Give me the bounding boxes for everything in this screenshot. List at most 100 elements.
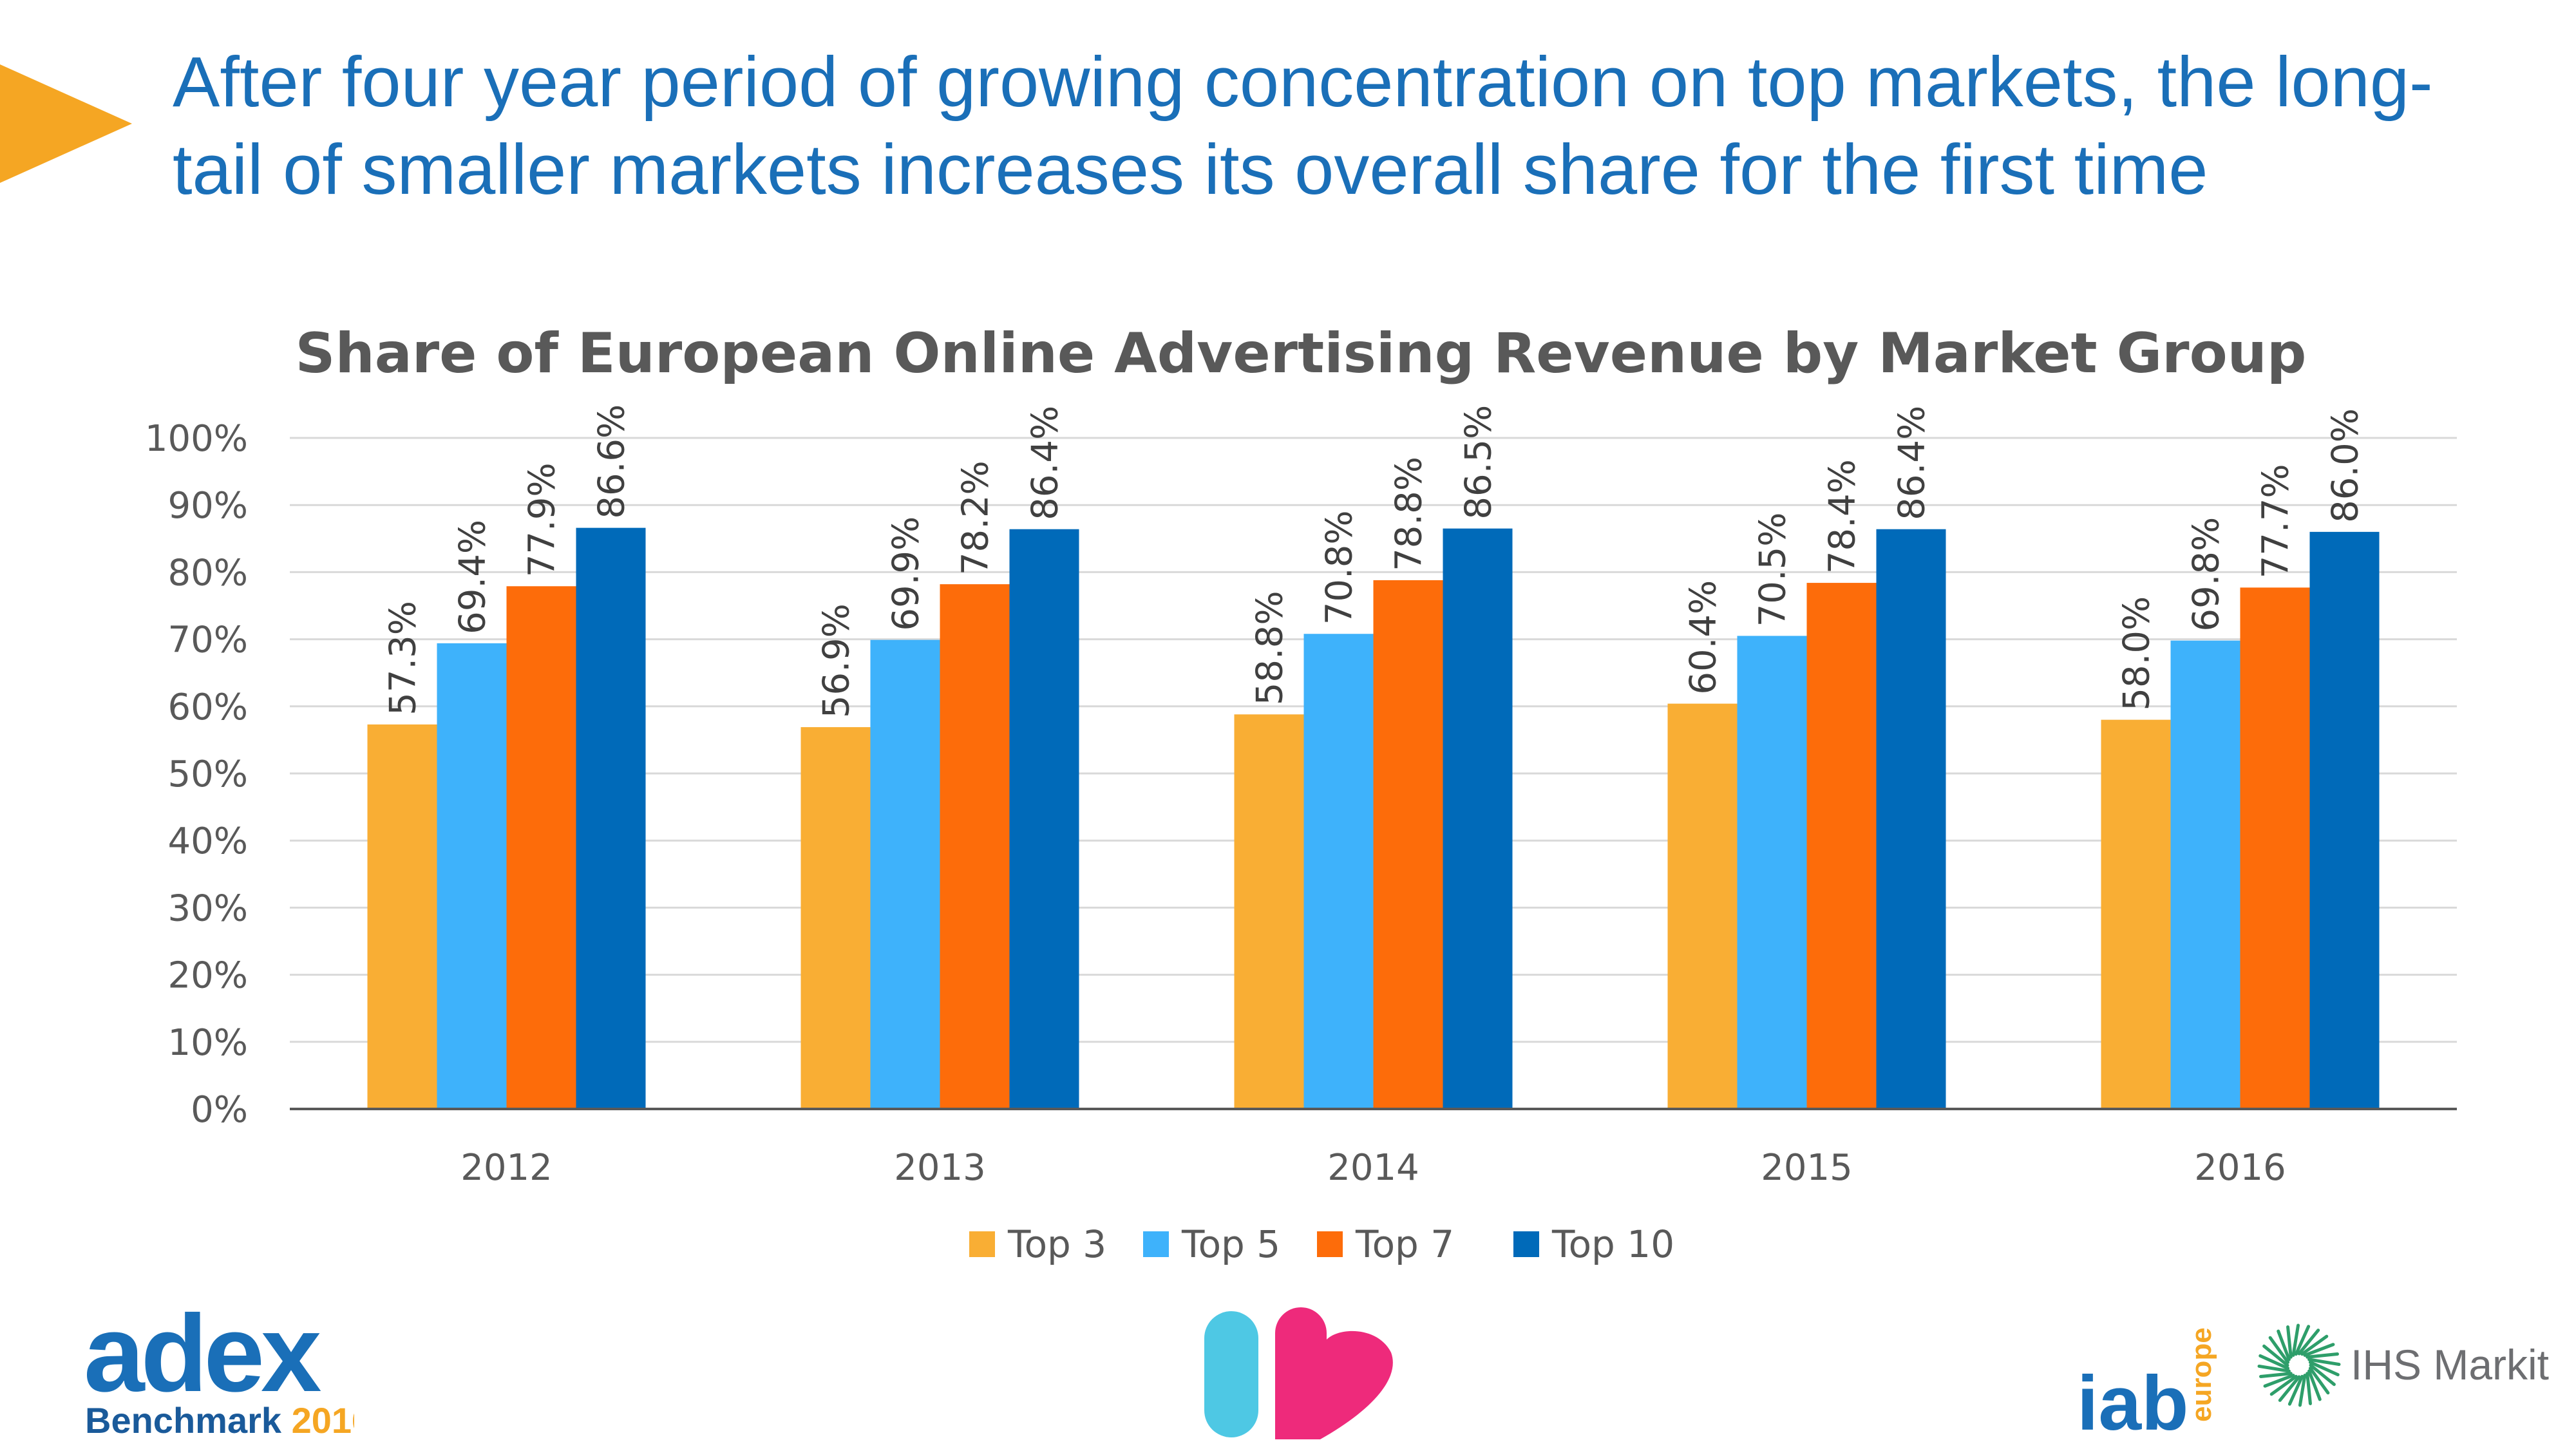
globe-stroke xyxy=(2307,1358,2341,1367)
legend-swatch xyxy=(1143,1231,1169,1257)
data-label: 78.2% xyxy=(955,460,997,575)
y-tick-label: 10% xyxy=(168,1022,248,1064)
x-tick-label: 2014 xyxy=(1327,1147,1419,1189)
globe-stroke xyxy=(2306,1372,2312,1405)
legend: Top 3 Top 5 Top 7 Top 10 xyxy=(969,1222,1674,1266)
legend-swatch xyxy=(1317,1231,1343,1257)
data-label: 86.4% xyxy=(1025,406,1066,520)
ihs-markit-globe-icon xyxy=(2257,1323,2341,1407)
legend-swatch xyxy=(1513,1231,1539,1257)
y-axis-ticks: 0% 10% 20% 30% 40% 50% 60% 70% 80% 90% 100% xyxy=(145,418,248,1131)
data-label: 86.6% xyxy=(591,404,633,519)
globe-stroke xyxy=(2309,1363,2336,1387)
globe-stroke xyxy=(2294,1325,2311,1356)
x-tick-label: 2012 xyxy=(460,1147,553,1189)
data-label: 69.8% xyxy=(2186,517,2228,632)
iab-logo-europe: europe xyxy=(2186,1327,2217,1422)
bar-top-7-2014 xyxy=(1373,580,1443,1109)
data-label: 57.3% xyxy=(383,601,424,715)
data-label: 77.9% xyxy=(522,462,564,577)
bar-top-5-2015 xyxy=(1737,636,1807,1109)
ib-brand-logo xyxy=(1204,1307,1393,1439)
globe-stroke xyxy=(2297,1329,2320,1356)
globe-stroke xyxy=(2263,1374,2295,1388)
bar-top-5-2012 xyxy=(437,643,507,1109)
y-tick-label: 0% xyxy=(191,1089,248,1131)
data-label: 58.0% xyxy=(2116,596,2158,711)
data-label: 60.4% xyxy=(1683,580,1725,695)
ib-logo-bar xyxy=(1204,1311,1258,1437)
adex-logo-year: 2016 xyxy=(292,1400,354,1441)
globe-stroke xyxy=(2262,1344,2289,1367)
bar-top-5-2016 xyxy=(2170,640,2240,1109)
slide-title-line-1: After four year period of growing concen… xyxy=(173,43,2433,122)
legend-label: Top 5 xyxy=(1181,1222,1280,1266)
title-arrow-icon xyxy=(0,64,132,183)
globe-stroke xyxy=(2308,1360,2340,1377)
globe-stroke xyxy=(2269,1374,2298,1396)
bar-chart: Share of European Online Advertising Rev… xyxy=(145,321,2457,1266)
bar-top-7-2015 xyxy=(1806,583,1877,1109)
bar-top-10-2015 xyxy=(1876,529,1946,1109)
ihs-markit-logo: IHS Markit xyxy=(2257,1323,2549,1407)
y-tick-label: 80% xyxy=(168,552,248,594)
bar-top-3-2012 xyxy=(367,724,437,1109)
data-label: 86.4% xyxy=(1891,406,1933,520)
x-tick-label: 2016 xyxy=(2194,1147,2286,1189)
globe-stroke xyxy=(2259,1354,2290,1370)
data-label: 69.9% xyxy=(886,516,927,631)
globe-stroke xyxy=(2286,1325,2293,1359)
y-tick-label: 40% xyxy=(168,820,248,862)
x-tick-label: 2015 xyxy=(1761,1147,1853,1189)
data-label: 78.4% xyxy=(1822,459,1864,574)
globe-stroke xyxy=(2259,1372,2293,1378)
legend-label: Top 10 xyxy=(1551,1222,1674,1266)
globe-stroke xyxy=(2287,1374,2304,1406)
data-label: 58.8% xyxy=(1249,591,1291,705)
adex-benchmark-logo: adex Benchmark 2016 xyxy=(84,1294,354,1441)
globe-stroke xyxy=(2277,1329,2291,1361)
globe-stroke xyxy=(2257,1364,2291,1373)
bar-top-10-2012 xyxy=(576,527,646,1109)
adex-logo-benchmark: Benchmark 2016 xyxy=(85,1400,354,1441)
globe-stroke xyxy=(2306,1352,2339,1359)
y-tick-label: 70% xyxy=(168,620,248,661)
y-tick-label: 50% xyxy=(168,753,248,795)
bars xyxy=(367,527,2380,1109)
globe-stroke xyxy=(2308,1367,2330,1395)
x-axis-ticks: 2012 2013 2014 2015 2016 xyxy=(460,1147,2286,1189)
title-arrow-shape xyxy=(0,64,132,183)
globe-stroke xyxy=(2298,1374,2307,1407)
slide-title-line-2: tail of smaller markets increases its ov… xyxy=(173,130,2208,209)
slide-title: After four year period of growing concen… xyxy=(173,39,2465,214)
ihs-markit-text: IHS Markit xyxy=(2351,1341,2549,1388)
globe-stroke xyxy=(2268,1336,2290,1364)
bar-top-7-2012 xyxy=(506,586,576,1109)
data-label: 70.8% xyxy=(1319,510,1361,625)
legend-label: Top 7 xyxy=(1355,1222,1454,1266)
iab-europe-logo: iab europe xyxy=(2077,1327,2217,1436)
globe-stroke xyxy=(2278,1375,2301,1402)
bar-top-3-2014 xyxy=(1234,714,1304,1109)
bar-top-10-2014 xyxy=(1443,528,1513,1109)
data-label: 56.9% xyxy=(816,603,858,718)
globe-stroke xyxy=(2300,1334,2329,1356)
adex-logo-sub: Benchmark xyxy=(85,1400,282,1441)
ib-logo-heart xyxy=(1275,1307,1393,1439)
data-label: 77.7% xyxy=(2255,464,2297,578)
globe-stroke xyxy=(2291,1323,2300,1357)
legend-label: Top 3 xyxy=(1007,1222,1106,1266)
bar-top-5-2013 xyxy=(870,639,940,1109)
data-label: 69.4% xyxy=(452,520,494,634)
bar-top-3-2016 xyxy=(2101,719,2171,1109)
bar-top-7-2016 xyxy=(2240,587,2310,1109)
y-tick-label: 100% xyxy=(145,418,248,460)
chart-title: Share of European Online Advertising Rev… xyxy=(296,321,2307,386)
legend-swatch xyxy=(969,1231,995,1257)
bar-top-3-2013 xyxy=(800,727,871,1109)
bar-top-3-2015 xyxy=(1667,703,1738,1109)
bar-top-7-2013 xyxy=(940,584,1010,1109)
bar-top-10-2016 xyxy=(2309,531,2380,1109)
y-tick-label: 20% xyxy=(168,955,248,997)
data-label: 78.8% xyxy=(1388,457,1430,571)
